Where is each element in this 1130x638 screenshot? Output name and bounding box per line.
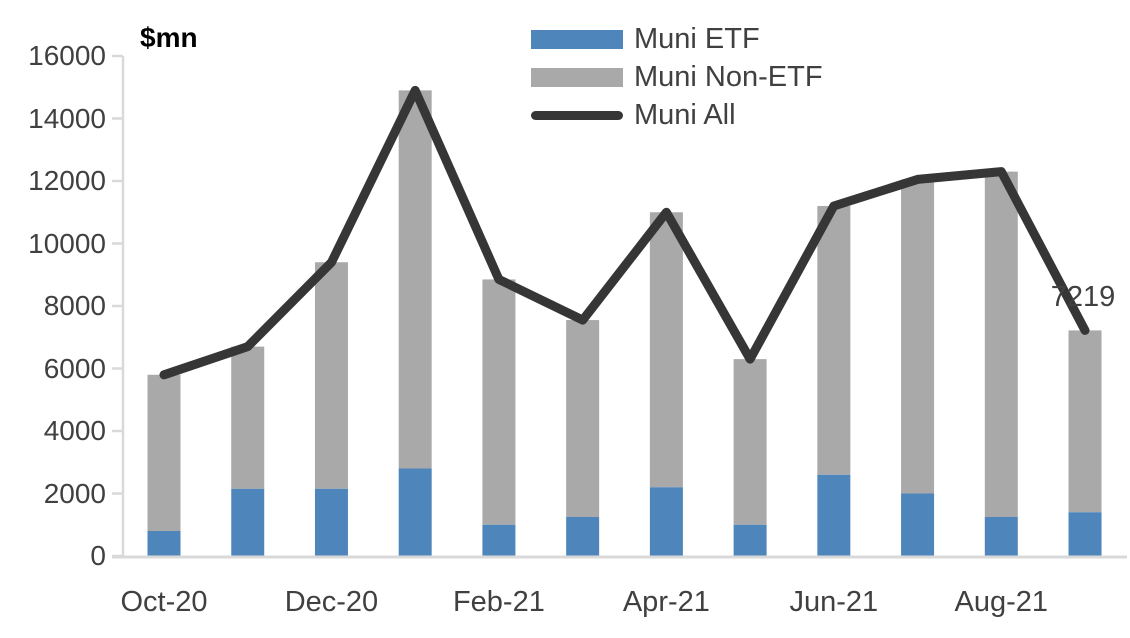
x-tick-label: Oct-20 — [120, 586, 208, 618]
legend-item-muni-etf: Muni ETF — [531, 20, 823, 58]
axis-group — [112, 54, 1127, 559]
legend: Muni ETF Muni Non-ETF Muni All — [531, 20, 823, 134]
y-tick-label: 0 — [90, 540, 106, 571]
bar-segment-muni-non-etf — [733, 359, 767, 525]
muni-all-line — [159, 85, 1090, 380]
legend-swatch-muni-etf — [531, 29, 623, 49]
legend-label-muni-non-etf: Muni Non-ETF — [634, 60, 823, 93]
bar-segment-muni-etf — [147, 531, 181, 556]
bar-segment-muni-non-etf — [901, 179, 935, 494]
bar-segment-muni-etf — [733, 524, 767, 556]
legend-label-muni-all: Muni All — [634, 98, 736, 131]
y-tick-label: 14000 — [28, 102, 106, 134]
bar-segment-muni-etf — [901, 493, 935, 556]
bar-segment-muni-non-etf — [817, 206, 851, 475]
legend-swatch-muni-all — [531, 110, 623, 120]
bar-segment-muni-etf — [398, 468, 432, 556]
bar-segment-muni-etf — [314, 488, 348, 556]
y-tick-label: 16000 — [28, 40, 106, 71]
bar-segment-muni-non-etf — [649, 212, 683, 488]
bar-segment-muni-etf — [482, 524, 516, 556]
bar-segment-muni-etf — [649, 487, 683, 556]
bar-segment-muni-non-etf — [1068, 330, 1102, 513]
bar-segment-muni-etf — [817, 474, 851, 556]
y-axis-unit-label: $mn — [140, 22, 198, 53]
x-tick-label: Feb-21 — [452, 586, 545, 618]
y-tick-label: 6000 — [43, 352, 106, 384]
x-tick-label: Jun-21 — [789, 586, 879, 618]
bar-segment-muni-non-etf — [314, 262, 348, 489]
bar-segment-muni-etf — [566, 516, 600, 556]
legend-item-muni-all: Muni All — [531, 96, 823, 134]
bar-segment-muni-etf — [1068, 512, 1102, 556]
bar-segment-muni-non-etf — [984, 171, 1018, 517]
bar-segment-muni-etf — [984, 516, 1018, 556]
bars-group — [147, 90, 1102, 556]
bar-segment-muni-non-etf — [147, 374, 181, 531]
x-tick-label: Apr-21 — [622, 586, 710, 618]
bar-segment-muni-non-etf — [566, 320, 600, 517]
bar-segment-muni-etf — [231, 488, 265, 556]
legend-label-muni-etf: Muni ETF — [634, 22, 760, 55]
y-tick-label: 12000 — [28, 165, 106, 196]
y-tick-label: 4000 — [43, 415, 106, 446]
line-group — [159, 85, 1090, 380]
bar-segment-muni-non-etf — [231, 346, 265, 489]
y-tick-label: 10000 — [28, 227, 106, 259]
data-label-last-point: 7219 — [1050, 281, 1116, 313]
x-tick-label: Dec-20 — [284, 586, 379, 618]
legend-item-muni-non-etf: Muni Non-ETF — [531, 58, 823, 96]
y-tick-label: 8000 — [43, 290, 106, 321]
y-tick-label: 2000 — [43, 477, 106, 509]
x-tick-label: Aug-21 — [954, 586, 1049, 618]
legend-swatch-muni-non-etf — [531, 67, 623, 87]
bar-segment-muni-non-etf — [398, 90, 432, 469]
bar-segment-muni-non-etf — [482, 279, 516, 525]
